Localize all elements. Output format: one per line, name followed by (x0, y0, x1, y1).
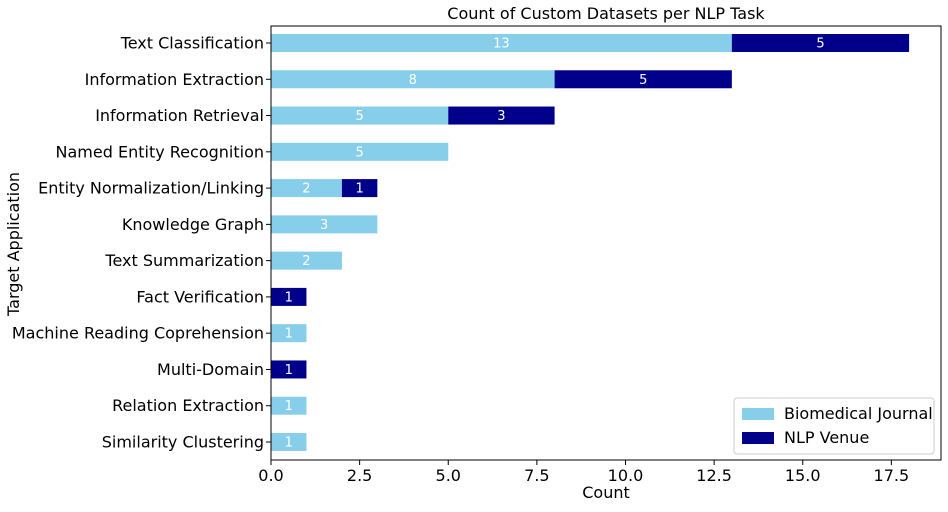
x-tick-label: 10.0 (608, 466, 644, 485)
bar-value-label: 1 (285, 290, 293, 305)
category-label: Entity Normalization/Linking (38, 179, 264, 198)
bar-biomedical-journal (271, 142, 449, 161)
x-tick-label: 0.0 (258, 466, 283, 485)
legend-label: NLP Venue (784, 428, 869, 447)
bar-nlp-venue (271, 360, 307, 379)
bar-value-label: 5 (355, 145, 363, 160)
chart-title: Count of Custom Datasets per NLP Task (447, 4, 765, 23)
x-tick-label: 7.5 (524, 466, 549, 485)
bar-biomedical-journal (271, 179, 342, 198)
y-axis-label: Target Application (4, 172, 23, 317)
legend-box (733, 397, 935, 455)
x-tick-label: 15.0 (785, 466, 821, 485)
bar-value-label: 1 (285, 327, 293, 342)
bar-biomedical-journal (271, 251, 342, 270)
bar-value-label: 2 (302, 254, 310, 269)
x-tick-label: 2.5 (347, 466, 372, 485)
category-label: Machine Reading Coprehension (12, 324, 264, 343)
bar-value-label: 1 (355, 182, 363, 197)
category-label: Named Entity Recognition (56, 142, 264, 161)
category-label: Multi-Domain (157, 360, 264, 379)
bar-value-label: 2 (302, 182, 310, 197)
bar-nlp-venue (341, 179, 378, 198)
plot-frame (270, 25, 942, 461)
bar-nlp-venue (448, 106, 555, 125)
category-label: Knowledge Graph (122, 215, 264, 234)
bar-value-label: 13 (493, 37, 510, 52)
legend: Biomedical Journal NLP Venue (733, 397, 935, 455)
bar-value-label: 5 (355, 109, 363, 124)
bar-biomedical-journal (271, 215, 378, 234)
x-axis-label: Count (582, 483, 630, 502)
legend-label: Biomedical Journal (784, 404, 933, 423)
bar-value-label: 1 (285, 436, 293, 451)
bar-value-label: 3 (497, 109, 505, 124)
bar-nlp-venue (554, 70, 732, 89)
bar-value-label: 1 (285, 363, 293, 378)
x-tick-label: 5.0 (436, 466, 461, 485)
bar-nlp-venue (731, 34, 910, 52)
bar-value-label: 5 (639, 73, 647, 88)
x-tick-label: 12.5 (696, 466, 732, 485)
bar-biomedical-journal (271, 396, 307, 415)
bar-value-label: 8 (409, 73, 417, 88)
bar-biomedical-journal (271, 34, 732, 52)
x-tick-label: 17.5 (874, 466, 910, 485)
category-label: Text Summarization (104, 251, 264, 270)
bar-biomedical-journal (271, 70, 555, 89)
category-label: Similarity Clustering (102, 433, 264, 452)
bar-biomedical-journal (271, 106, 449, 125)
legend-swatch (742, 432, 774, 444)
category-label: Information Retrieval (95, 106, 264, 125)
bar-biomedical-journal (271, 324, 307, 343)
category-label: Fact Verification (136, 287, 264, 306)
bar-biomedical-journal (271, 433, 307, 451)
legend-swatch (742, 408, 774, 420)
bar-value-label: 3 (320, 218, 328, 233)
bar-value-label: 5 (816, 37, 824, 52)
bar-value-label: 1 (285, 399, 293, 414)
category-label: Text Classification (120, 34, 264, 53)
bar-nlp-venue (271, 287, 307, 306)
category-label: Information Extraction (85, 70, 264, 89)
category-label: Relation Extraction (112, 396, 264, 415)
